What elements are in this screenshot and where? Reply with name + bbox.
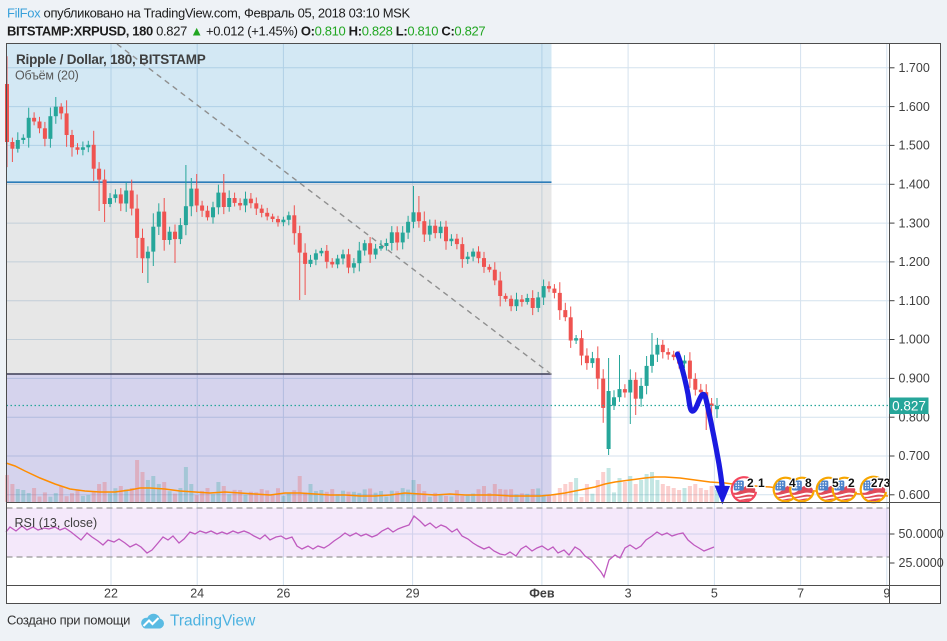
svg-text:29: 29 — [406, 587, 420, 601]
svg-text:BITSTAMP:XRPUSD, 180 0.827 ▲ +: BITSTAMP:XRPUSD, 180 0.827 ▲ +0.012 (+1.… — [7, 24, 485, 39]
svg-text:RSI (13, close): RSI (13, close) — [15, 516, 98, 530]
svg-text:0.827: 0.827 — [892, 399, 926, 414]
svg-text:0.700: 0.700 — [899, 449, 930, 463]
svg-text:26: 26 — [276, 587, 290, 601]
svg-text:1.500: 1.500 — [899, 139, 930, 153]
svg-text:1.700: 1.700 — [899, 61, 930, 75]
svg-text:5: 5 — [832, 476, 839, 490]
svg-text:Ripple / Dollar, 180, BITSTAMP: Ripple / Dollar, 180, BITSTAMP — [16, 52, 206, 67]
svg-text:0.600: 0.600 — [899, 488, 930, 502]
svg-text:1.300: 1.300 — [899, 216, 930, 230]
svg-text:1.100: 1.100 — [899, 294, 930, 308]
svg-text:24: 24 — [190, 587, 204, 601]
svg-text:50.0000: 50.0000 — [899, 527, 944, 541]
svg-text:2: 2 — [747, 476, 754, 490]
svg-text:9: 9 — [883, 587, 890, 601]
svg-text:1.400: 1.400 — [899, 178, 930, 192]
svg-text:1.000: 1.000 — [899, 333, 930, 347]
svg-text:1: 1 — [758, 476, 765, 490]
svg-text:4: 4 — [789, 476, 796, 490]
svg-text:Создано при помощи: Создано при помощи — [7, 613, 130, 628]
svg-text:7: 7 — [797, 587, 804, 601]
svg-text:1.200: 1.200 — [899, 255, 930, 269]
svg-text:2: 2 — [848, 476, 855, 490]
svg-text:22: 22 — [104, 587, 118, 601]
svg-text:Объём (20): Объём (20) — [15, 69, 79, 83]
svg-text:5: 5 — [711, 587, 718, 601]
svg-text:8: 8 — [805, 476, 812, 490]
svg-text:273: 273 — [871, 478, 890, 490]
svg-text:0.900: 0.900 — [899, 372, 930, 386]
svg-text:1.600: 1.600 — [899, 100, 930, 114]
svg-text:Фев: Фев — [529, 587, 555, 601]
svg-text:25.0000: 25.0000 — [899, 556, 944, 570]
svg-text:3: 3 — [625, 587, 632, 601]
svg-text:TradingView: TradingView — [170, 613, 256, 630]
svg-text:FilFox опубликовано на Trading: FilFox опубликовано на TradingView.com, … — [7, 6, 411, 21]
